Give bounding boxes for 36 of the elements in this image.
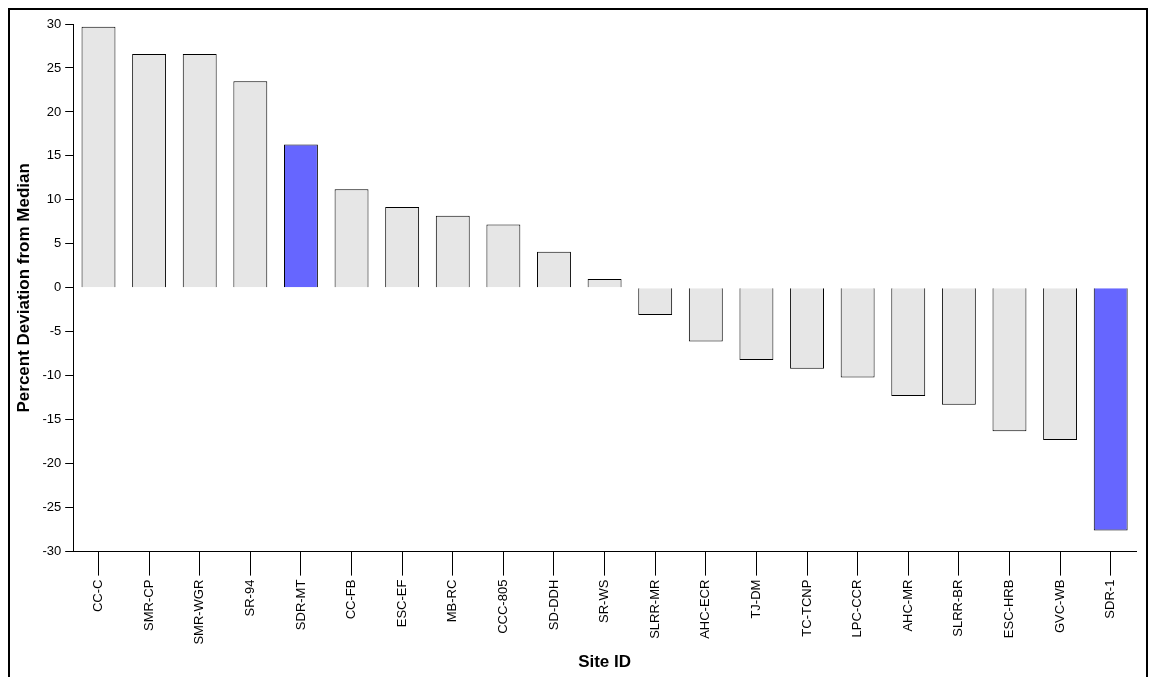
x-tick-label: SMR-WGR [191,579,207,645]
x-tick-label: SMR-CP [140,579,156,631]
x-tick-label: SDR-1 [1102,579,1118,619]
y-tick-label: -10 [42,367,62,383]
y-tick-label: -20 [42,455,62,471]
x-tick-label: CC-FB [343,579,359,620]
x-tick-label: SD-DDH [545,579,561,631]
y-axis-title: Percent Deviation from Median [13,163,33,413]
x-tick-label: TC-TCNP [798,579,814,637]
x-tick-label: SR-94 [241,579,257,617]
y-tick-label: 10 [46,191,62,207]
y-tick-label: -25 [42,499,62,515]
y-tick-label: 5 [53,235,62,251]
x-tick-label: SLRR-BR [950,579,966,637]
x-tick-label: CCC-805 [494,579,510,634]
x-tick-label: ESC-HRB [1001,579,1017,639]
y-tick-label: -30 [42,543,62,559]
y-tick-label: -15 [42,411,62,427]
y-tick-label: 30 [46,15,62,31]
x-axis-title: Site ID [578,652,632,672]
x-tick-label: AHC-MR [899,579,915,632]
x-tick-label: ESC-EF [393,579,409,628]
x-tick-label: LPC-CCR [849,579,865,638]
x-tick-label: TJ-DM [748,579,763,619]
x-tick-label: SLRR-MR [646,579,662,639]
x-tick-label: AHC-ECR [697,579,713,639]
x-tick-label: SDR-MT [292,579,308,631]
y-tick-label: 20 [46,103,62,119]
y-tick-label: 0 [53,279,62,295]
x-tick-label: GVC-WB [1051,579,1067,634]
x-tick-label: SR-WS [596,579,612,623]
y-tick-label: -5 [49,323,62,339]
y-tick-label: 15 [46,147,62,163]
x-tick-label: CC-C [90,579,106,613]
y-tick-label: 25 [46,59,62,75]
x-tick-label: MB-RC [444,579,460,623]
